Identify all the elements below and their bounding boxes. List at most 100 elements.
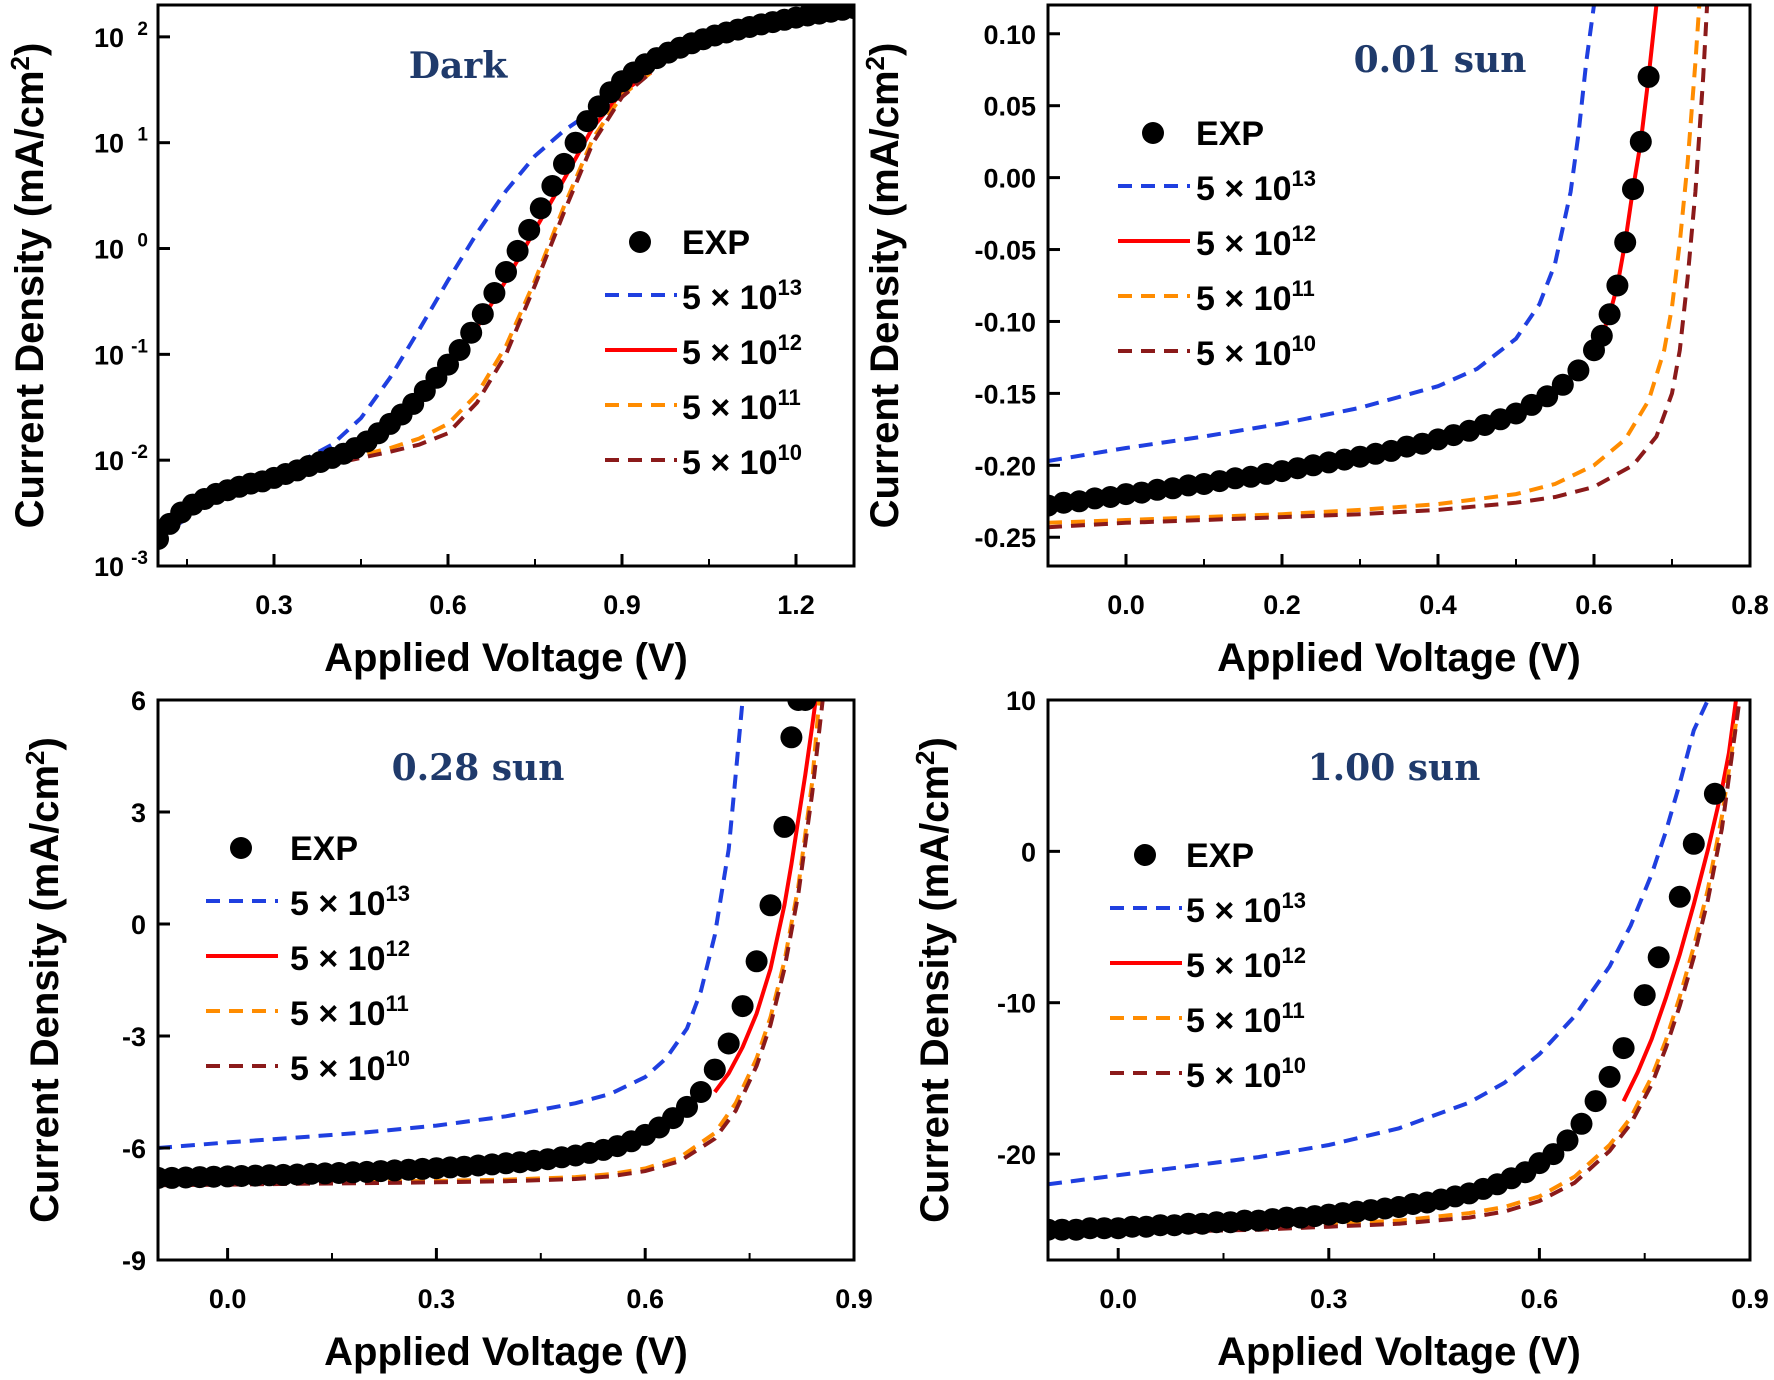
y-tick-exponent: -2 (131, 442, 148, 463)
y-tick-label: -0.25 (974, 523, 1036, 553)
plot-area (158, 5, 854, 550)
y-tick-label: -6 (122, 1134, 146, 1164)
x-tick-label: 1.2 (777, 590, 815, 620)
exp-point (1551, 373, 1574, 396)
exp-point (1567, 359, 1590, 382)
y-tick-exponent: -1 (131, 336, 148, 357)
exp-point (483, 282, 506, 304)
y-tick-label: 10 (94, 552, 124, 582)
plot-area (1048, 5, 1710, 530)
x-tick-label: 0.9 (1731, 1284, 1769, 1314)
series-line-13 (1048, 700, 1710, 1187)
x-tick-label: 0.8 (1731, 590, 1769, 620)
exp-point (564, 131, 587, 154)
x-tick-label: 0.3 (418, 1284, 456, 1314)
exp-point (1570, 1112, 1593, 1135)
exp-point (731, 995, 754, 1018)
y-tick-label: 10 (94, 446, 124, 476)
legend-marker-exp (1142, 122, 1164, 144)
panel-title: 0.01 sun (1354, 39, 1527, 81)
series-line-11 (1048, 722, 1738, 1234)
legend-label: 5 × 1011 (1186, 998, 1305, 1040)
exp-point (1622, 178, 1644, 201)
exp-point (1606, 274, 1629, 297)
y-tick-label: 0.00 (983, 164, 1036, 194)
x-tick-label: 0.6 (1575, 590, 1613, 620)
exp-point (448, 339, 471, 361)
x-tick-label: 0.0 (209, 1284, 247, 1314)
panel-title: Dark (409, 45, 509, 87)
legend-label: EXP (290, 830, 358, 868)
exp-point (717, 1032, 740, 1055)
legend-label: 5 × 1010 (1186, 1053, 1306, 1095)
y-tick-label: 0 (131, 910, 146, 940)
series-line-10 (158, 700, 825, 1188)
plot-frame (156, 3, 856, 568)
exp-point (745, 950, 768, 973)
y-tick-label: 3 (131, 798, 146, 828)
legend-label: 5 × 1013 (1196, 166, 1316, 208)
exp-point (1612, 1037, 1635, 1060)
y-tick-exponent: 1 (137, 125, 148, 146)
exp-point (471, 303, 494, 326)
exp-point (794, 700, 817, 711)
y-tick-label: 10 (94, 340, 124, 370)
exp-point (576, 110, 599, 133)
y-tick-label: 0 (1021, 837, 1036, 867)
exp-point (703, 1058, 726, 1081)
legend-marker-exp (1134, 844, 1156, 866)
panel-title: 1.00 sun (1308, 747, 1481, 789)
x-tick-label: 0.6 (1521, 1284, 1559, 1314)
y-tick-label: -9 (122, 1246, 146, 1276)
exp-point (1556, 1129, 1579, 1152)
y-tick-exponent: 2 (137, 19, 148, 40)
legend-marker-exp (230, 837, 252, 859)
legend-label: 5 × 1011 (290, 991, 409, 1033)
plot-area (158, 700, 825, 1189)
x-axis-title: Applied Voltage (V) (324, 1330, 688, 1374)
panel-1.00-sun: 0.0 0.3 0.6 0.9 -20 -10 0 10 Applied Voltage (V)… (910, 686, 1769, 1374)
exp-point (1598, 1065, 1621, 1088)
exp-point (1584, 1090, 1607, 1113)
legend-marker-exp (629, 231, 651, 253)
y-tick-label: -0.20 (974, 451, 1036, 481)
y-tick-label: 0.05 (983, 92, 1036, 122)
y-tick-label: 0.10 (983, 20, 1036, 50)
panel-dark: 0.3 0.6 0.9 1.2 10 -3 10 -2 10 -1 10 0 10 1 10 2 Applied… (5, 3, 856, 680)
exp-point (506, 239, 529, 262)
exp-point (780, 726, 803, 749)
x-tick-label: 0.9 (603, 590, 641, 620)
legend: EXP 5 × 1013 5 × 1012 5 × 1011 5 × 1010 (605, 224, 802, 482)
plot-area (1048, 700, 1742, 1241)
x-tick-label: 0.6 (626, 1284, 664, 1314)
legend-label: EXP (682, 224, 750, 262)
x-tick-label: 0.3 (255, 590, 293, 620)
exp-point (773, 815, 796, 838)
exp-point (1637, 65, 1660, 88)
exp-point (460, 321, 483, 344)
series-line-10 (1048, 5, 1710, 530)
legend-label: 5 × 1011 (1196, 276, 1315, 318)
legend-label: 5 × 1012 (290, 936, 410, 978)
series-line-12 (713, 700, 818, 1094)
exp-point (1614, 231, 1637, 254)
exp-point (1536, 385, 1559, 408)
y-tick-exponent: 0 (137, 231, 148, 252)
legend-label: EXP (1196, 115, 1264, 153)
legend: EXP 5 × 1013 5 × 1012 5 × 1011 5 × 1010 (206, 830, 410, 1088)
x-axis-title: Applied Voltage (V) (324, 636, 688, 680)
plot-frame (156, 698, 856, 1262)
legend: EXP 5 × 1013 5 × 1012 5 × 1011 5 × 1010 (1110, 837, 1306, 1095)
plot-frame (1046, 3, 1752, 568)
exp-point (1590, 324, 1613, 347)
y-tick-label: 10 (94, 235, 124, 265)
x-tick-label: 0.0 (1107, 590, 1145, 620)
panel-0.28-sun: 0.0 0.3 0.6 0.9 -9 -6 -3 0 3 6 Applied Voltage (V)… (20, 686, 873, 1374)
legend-label: 5 × 1011 (682, 385, 801, 427)
exp-point (518, 218, 541, 241)
legend-label: 5 × 1013 (682, 275, 802, 317)
exp-point (1682, 832, 1705, 855)
legend-label: 5 × 1010 (1196, 331, 1316, 373)
series-line-13 (1048, 5, 1596, 463)
exp-point (843, 5, 854, 20)
